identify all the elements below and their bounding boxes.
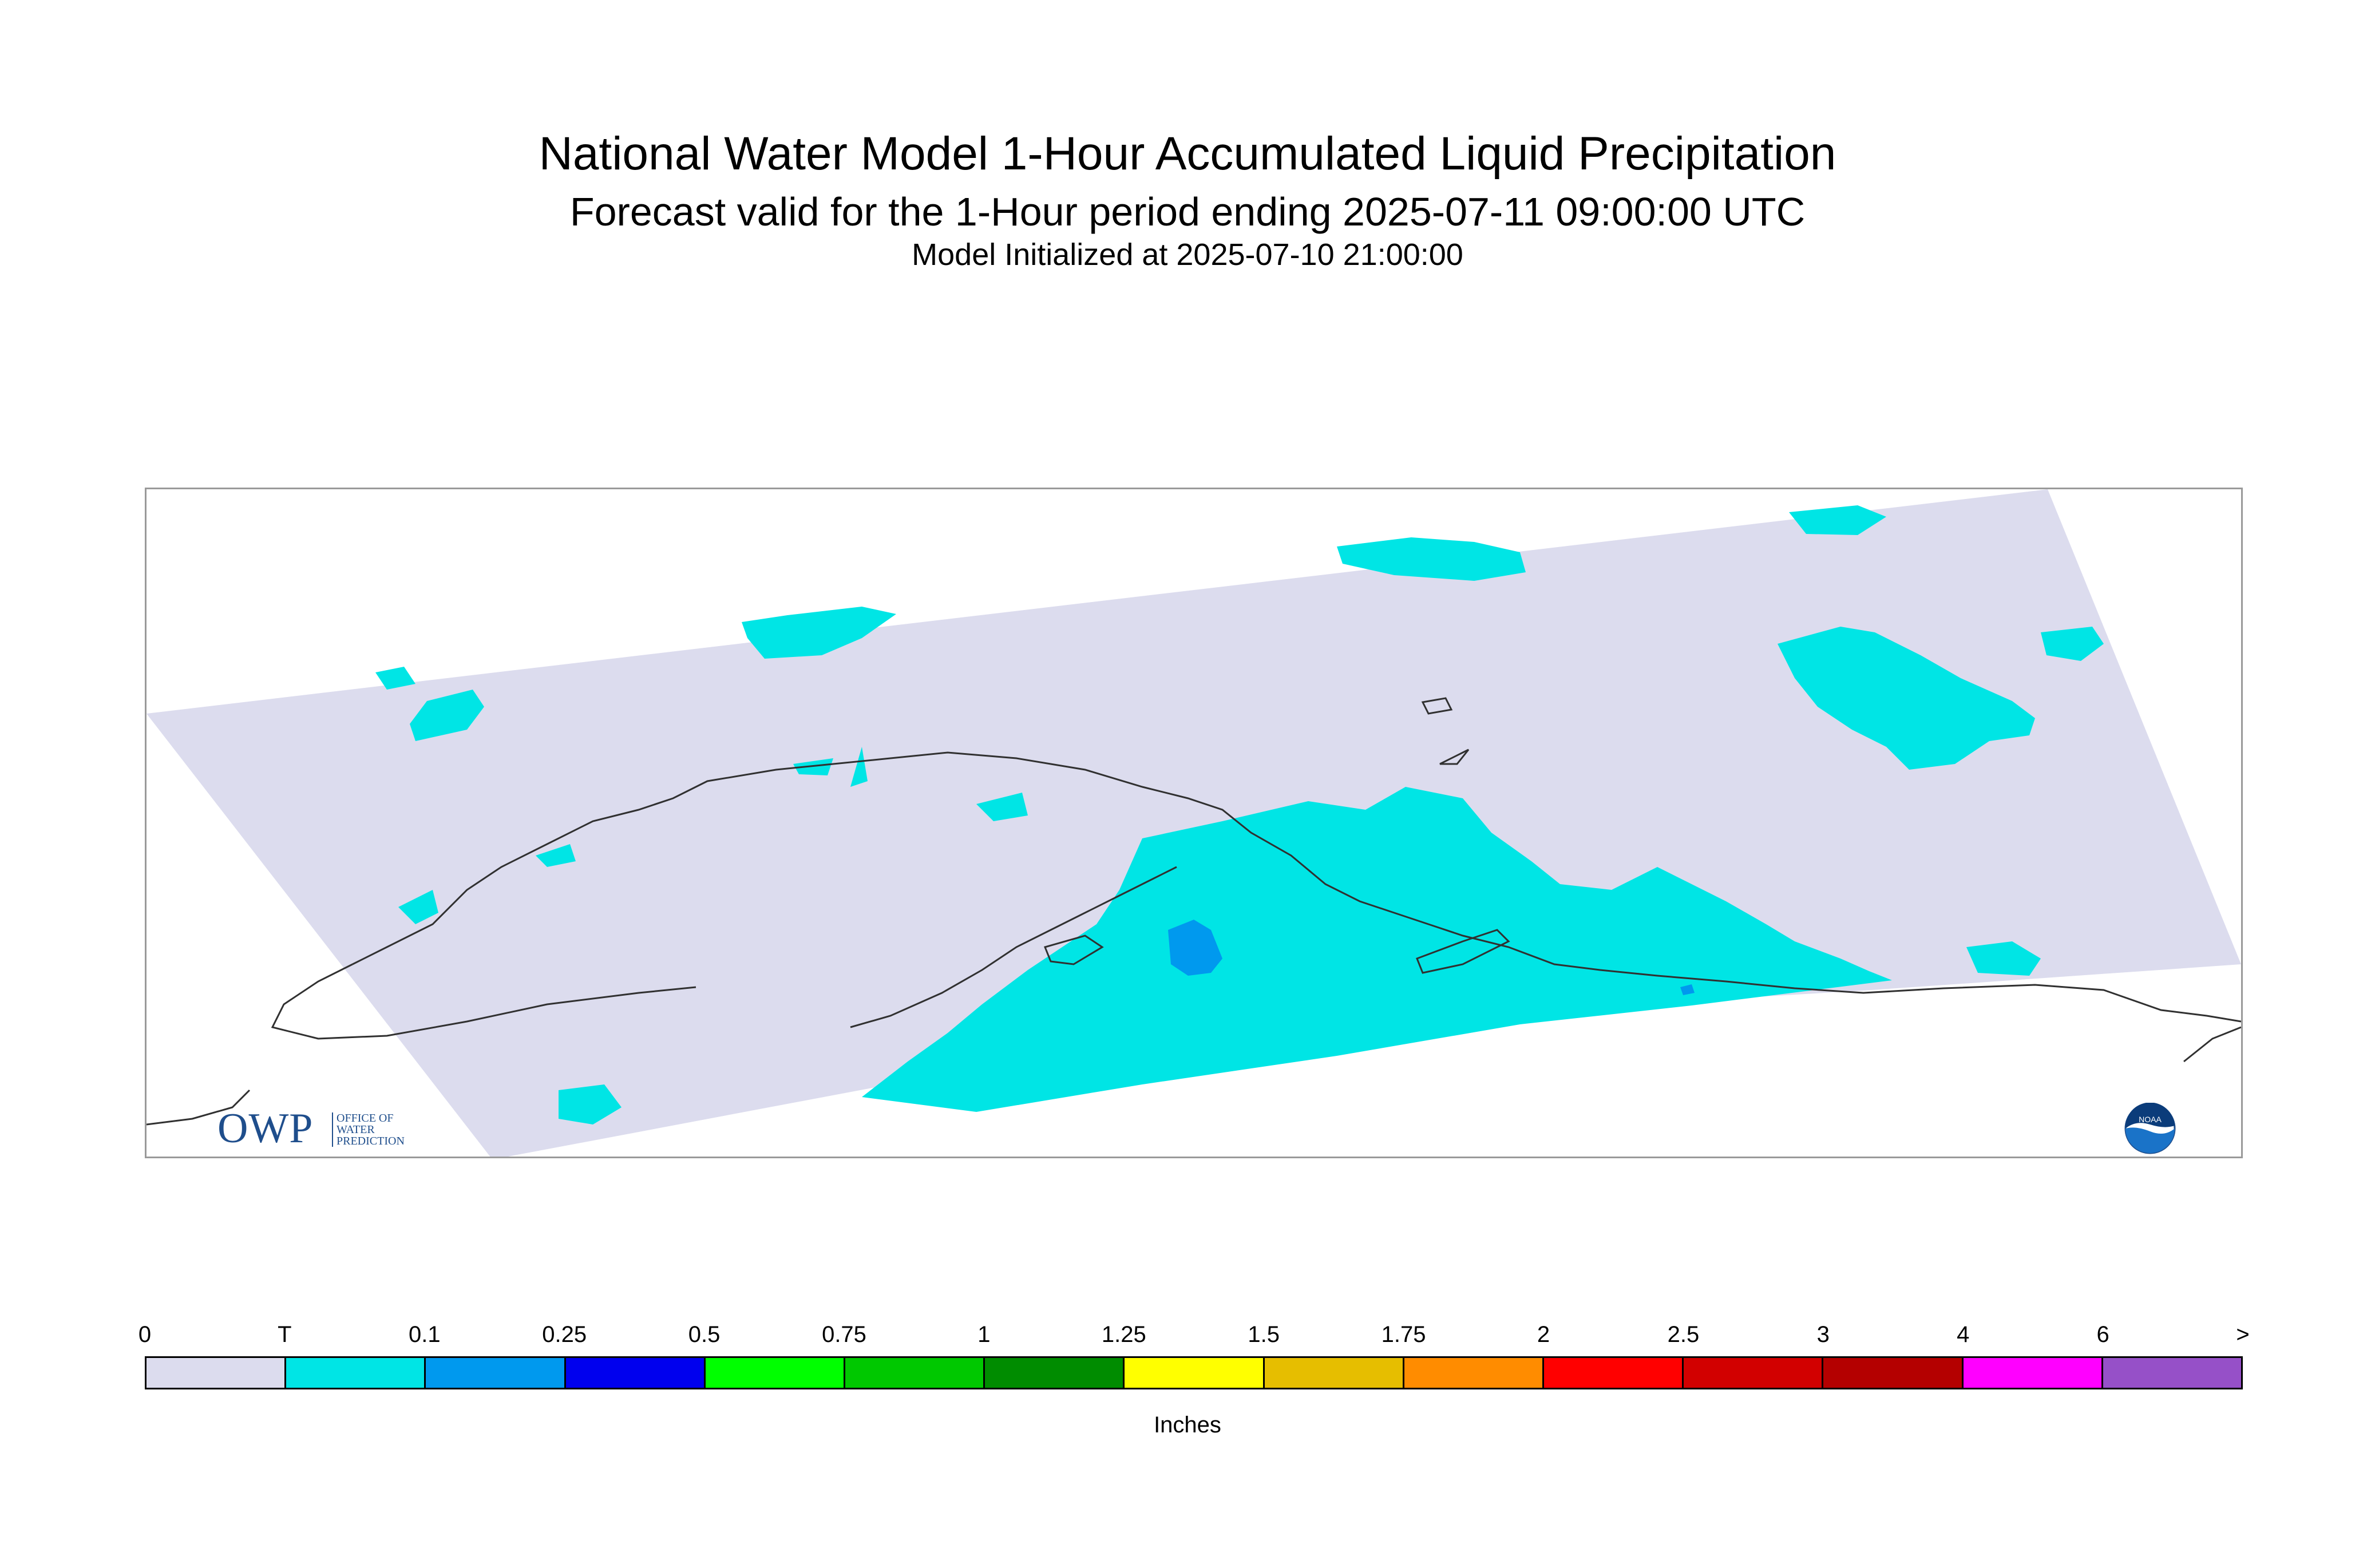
legend-swatch <box>147 1358 287 1388</box>
trace-area-west-2 <box>410 690 484 741</box>
legend-tick-label: 4 <box>1957 1322 1970 1347</box>
map-panel <box>145 488 2243 1158</box>
coastline-east-edge <box>2183 1026 2241 1063</box>
legend-tick-label: 2 <box>1537 1322 1550 1347</box>
legend-tick-label: 0.1 <box>408 1322 441 1347</box>
trace-area-southwest <box>559 1084 622 1124</box>
island-3 <box>1421 697 1453 715</box>
legend-colorbar <box>145 1356 2243 1389</box>
owp-logo-line3: PREDICTION <box>337 1135 405 1147</box>
coastline-main <box>352 751 2241 1023</box>
legend-swatch <box>286 1358 426 1388</box>
legend-tick-label: 1 <box>977 1322 991 1347</box>
legend-tick-label: T <box>278 1322 292 1347</box>
owp-logo-text: OFFICE OF WATER PREDICTION <box>332 1112 405 1147</box>
coastlines <box>147 697 2241 1126</box>
precip-map <box>147 489 2241 1157</box>
trace-area-inland-3 <box>976 793 1028 821</box>
legend-swatch <box>1963 1358 2103 1388</box>
legend-tick-label: > <box>2236 1322 2250 1347</box>
legend-tick-label: 1.25 <box>1101 1322 1146 1347</box>
trace-area-north-3 <box>1789 505 1886 535</box>
legend-swatch <box>1125 1358 1265 1388</box>
legend-swatch <box>426 1358 566 1388</box>
noaa-emblem-text: NOAA <box>2139 1115 2162 1124</box>
legend-swatch <box>845 1358 985 1388</box>
legend-swatch <box>2103 1358 2242 1388</box>
island-1 <box>1416 929 1510 974</box>
init-time: Model Initialized at 2025-07-10 21:00:00 <box>912 237 1463 272</box>
legend-tick-label: 0.5 <box>688 1322 721 1347</box>
noaa-logo-icon: NOAA <box>2124 1103 2176 1154</box>
owp-logo-letters: OWP <box>217 1105 314 1152</box>
trace-area-north-1 <box>742 607 896 659</box>
legend-swatch <box>1544 1358 1684 1388</box>
map-subtitle: Forecast valid for the 1-Hour period end… <box>569 189 1806 234</box>
legend-swatch <box>1823 1358 1964 1388</box>
legend-tick-label: 1.5 <box>1248 1322 1280 1347</box>
legend-swatch <box>705 1358 846 1388</box>
trace-area-west-1 <box>375 667 415 690</box>
coastline-southwest <box>271 963 696 1040</box>
trace-precip-areas <box>375 505 2104 1124</box>
light-precip-dot <box>1680 984 1695 995</box>
legend-swatch <box>565 1358 706 1388</box>
owp-logo: OWP OFFICE OF WATER PREDICTION <box>217 1106 435 1151</box>
legend-swatch <box>1404 1358 1545 1388</box>
legend-units: Inches <box>1154 1412 1221 1438</box>
legend-tick-label: 0.25 <box>542 1322 587 1347</box>
light-precip-cell <box>1168 920 1222 976</box>
legend-tick-label: 0.75 <box>822 1322 866 1347</box>
owp-logo-line2: WATER <box>337 1123 375 1136</box>
trace-area-east <box>1778 627 2035 770</box>
trace-area-north-2 <box>1337 537 1526 581</box>
coastline-west-edge <box>147 1089 251 1126</box>
owp-logo-line1: OFFICE OF <box>337 1112 394 1124</box>
map-title: National Water Model 1-Hour Accumulated … <box>539 128 1836 180</box>
trace-area-east-coast <box>1966 941 2041 976</box>
legend-tick-label: 1.75 <box>1381 1322 1426 1347</box>
legend-tick-label: 6 <box>2096 1322 2109 1347</box>
trace-area-south-coast <box>862 787 1892 1112</box>
legend-swatch <box>1684 1358 1824 1388</box>
trace-area-east-2 <box>2041 627 2104 661</box>
legend-tick-label: 2.5 <box>1667 1322 1700 1347</box>
legend-swatch <box>1264 1358 1404 1388</box>
legend-tick-label: 0 <box>138 1322 152 1347</box>
legend-tick-label: 3 <box>1816 1322 1830 1347</box>
trace-area-inland-5 <box>398 890 438 924</box>
legend-swatch <box>985 1358 1125 1388</box>
island-2 <box>1043 935 1104 965</box>
island-4 <box>1439 749 1470 765</box>
coastline-peninsula <box>850 866 1177 1028</box>
trace-area-inland-2 <box>850 747 868 787</box>
trace-area-inland-4 <box>536 844 576 867</box>
light-precip-areas <box>1168 920 1695 995</box>
